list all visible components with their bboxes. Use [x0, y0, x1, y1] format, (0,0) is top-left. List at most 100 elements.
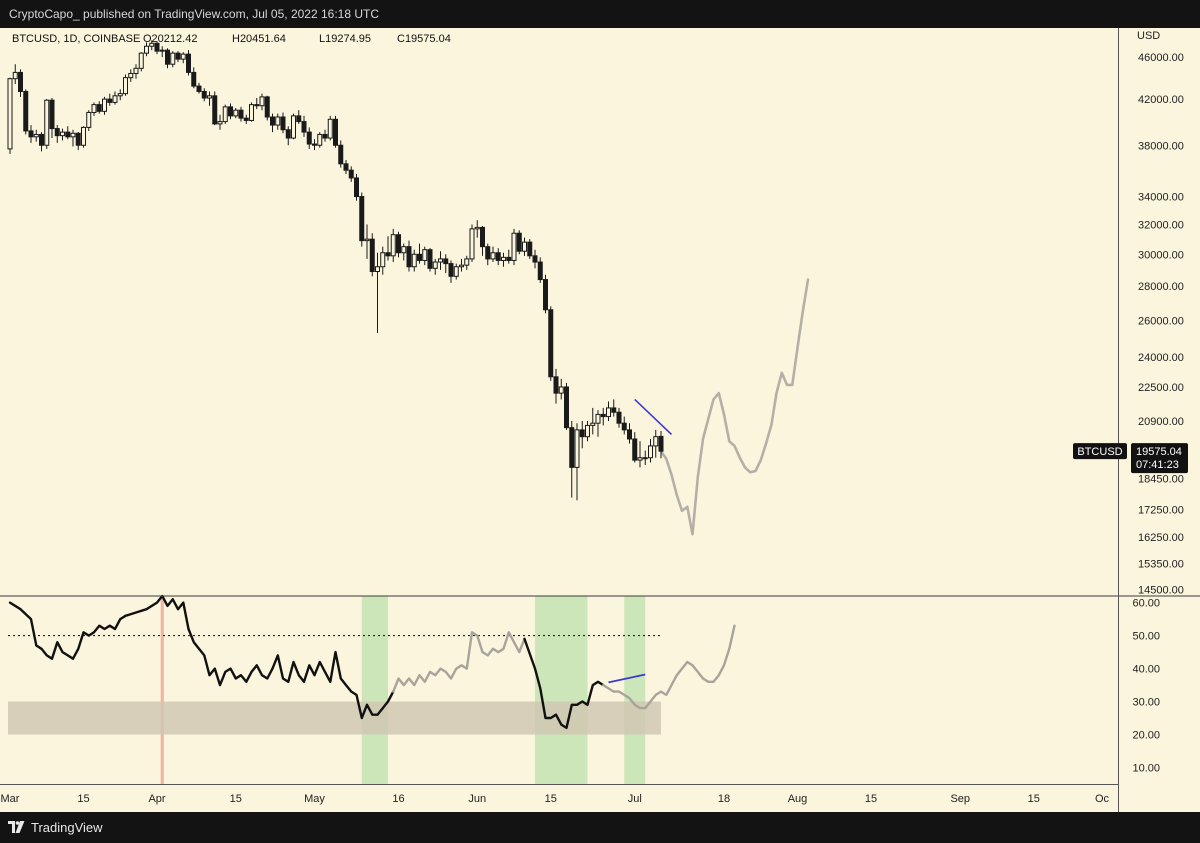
price-trendline — [634, 398, 673, 435]
candle-body — [543, 279, 548, 311]
rsi-tick-label: 50.00 — [1132, 631, 1160, 643]
candle-body — [291, 115, 296, 139]
rsi-pane[interactable] — [8, 594, 736, 784]
candle-body — [270, 116, 275, 126]
rsi-tick-label: 60.00 — [1132, 598, 1160, 610]
candle — [112, 91, 118, 105]
time-scale-background — [0, 784, 1118, 812]
candle-body — [469, 228, 475, 260]
candle-body — [485, 246, 491, 260]
candle-body — [301, 121, 307, 133]
candle — [264, 95, 270, 121]
candle — [196, 82, 202, 94]
price-tick-label: 24000.00 — [1138, 352, 1184, 364]
chart-area[interactable]: 46000.00 42000.00 38000.00 34000.00 32000.00… — [0, 28, 1200, 812]
rsi-scale[interactable]: 60.00 50.00 40.00 30.00 20.00 10.00 — [1132, 598, 1160, 775]
candle-body — [102, 98, 107, 112]
time-scale[interactable]: Mar 15 Apr 15 May 16 Jun 15 Jul 18 Aug 15 Sep 15 Oc — [1, 793, 1110, 805]
candle-body — [427, 249, 433, 269]
candle-body — [170, 52, 176, 65]
candle-body — [317, 133, 323, 146]
candle-body — [637, 457, 643, 461]
candle-body — [448, 263, 454, 277]
candle — [159, 46, 165, 58]
candle-body — [133, 67, 139, 74]
candle-body — [621, 422, 627, 431]
candle — [191, 67, 197, 89]
candle — [338, 140, 344, 168]
candle-body — [385, 252, 391, 257]
candle-body — [264, 96, 270, 118]
candle — [60, 128, 65, 141]
candle — [238, 106, 244, 122]
candle — [375, 252, 380, 333]
candle — [23, 89, 29, 135]
candle-body — [606, 407, 611, 418]
candle-body — [474, 226, 480, 230]
rsi-highlight-red-1 — [160, 596, 164, 784]
candle-body — [553, 376, 559, 394]
price-projection-path — [659, 278, 810, 536]
candle-body — [70, 132, 76, 138]
candle — [637, 441, 643, 468]
candle — [254, 97, 260, 110]
candle — [201, 88, 207, 102]
price-pane[interactable] — [7, 40, 810, 536]
candle-body — [506, 256, 512, 261]
candle — [459, 258, 464, 272]
candle-body — [406, 246, 412, 268]
candle-body — [490, 252, 496, 260]
candle-body — [459, 264, 464, 268]
high-value: H20451.64 — [232, 33, 286, 45]
candle — [364, 224, 370, 259]
candle — [249, 102, 254, 122]
price-tick-label: 15350.00 — [1138, 558, 1184, 570]
candle — [627, 423, 632, 444]
candle — [532, 249, 538, 269]
candle — [212, 91, 218, 126]
candle-body — [611, 407, 617, 413]
price-tick-label: 34000.00 — [1138, 192, 1184, 204]
candle-body — [364, 238, 370, 242]
candle — [170, 51, 176, 68]
candle — [86, 110, 92, 131]
price-scale[interactable]: 46000.00 42000.00 38000.00 34000.00 32000.00… — [1138, 52, 1184, 596]
candle-body — [81, 126, 86, 146]
candle-body — [564, 386, 569, 429]
time-tick-label: 15 — [1028, 793, 1040, 805]
time-tick-label: Aug — [788, 793, 808, 805]
candle — [611, 399, 617, 417]
candle-body — [233, 109, 239, 117]
candle-body — [579, 429, 585, 438]
candle-body — [348, 169, 354, 179]
rsi-series-1 — [8, 594, 395, 720]
rsi-tick-label: 10.00 — [1132, 763, 1160, 775]
candle-body — [343, 163, 349, 171]
price-tick-label: 16250.00 — [1138, 532, 1184, 544]
candle — [385, 236, 391, 261]
time-tick-label: Sep — [950, 793, 970, 805]
candle-body — [354, 177, 359, 198]
candle — [595, 410, 601, 437]
tradingview-logo-icon — [8, 821, 25, 833]
candle — [653, 429, 659, 458]
candle-body — [39, 133, 44, 146]
candle — [296, 110, 302, 124]
candle — [49, 97, 55, 139]
candle-body — [259, 96, 265, 107]
candle-body — [33, 133, 39, 138]
candle-body — [238, 109, 244, 119]
candle — [469, 224, 475, 263]
candle — [317, 132, 323, 148]
candle-body — [249, 104, 254, 121]
candle-body — [217, 121, 223, 125]
rsi-tick-label: 40.00 — [1132, 664, 1160, 676]
candle — [648, 438, 653, 463]
candle-body — [12, 71, 18, 80]
candle-body — [243, 117, 249, 121]
candle — [322, 129, 328, 142]
price-tick-label: 20900.00 — [1138, 416, 1184, 428]
candle — [165, 48, 170, 69]
price-tick-label: 17250.00 — [1138, 505, 1184, 517]
candle — [28, 125, 34, 143]
